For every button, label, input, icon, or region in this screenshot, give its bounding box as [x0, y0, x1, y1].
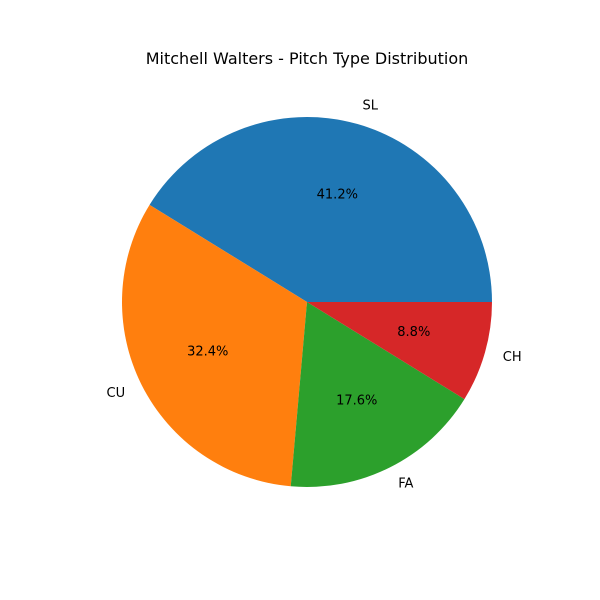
pie-slice-fa — [290, 302, 465, 487]
percent-label-fa: 17.6% — [336, 394, 377, 409]
percent-label-cu: 32.4% — [187, 344, 228, 359]
pie-slice-cu — [122, 204, 308, 487]
pie-slice-ch — [307, 302, 492, 400]
pie-slices — [122, 117, 492, 487]
percent-label-sl: 41.2% — [317, 188, 358, 203]
category-label-sl: SL — [363, 99, 379, 114]
category-label-fa: FA — [398, 476, 413, 491]
category-label-cu: CU — [107, 386, 126, 401]
chart-title: Mitchell Walters - Pitch Type Distributi… — [146, 49, 469, 68]
percent-label-ch: 8.8% — [397, 325, 430, 340]
pie-labels: SL 41.2% CU 32.4% FA 17.6% CH 8.8% — [107, 99, 522, 492]
category-label-ch: CH — [503, 350, 522, 365]
pie-slice-sl — [149, 117, 492, 303]
